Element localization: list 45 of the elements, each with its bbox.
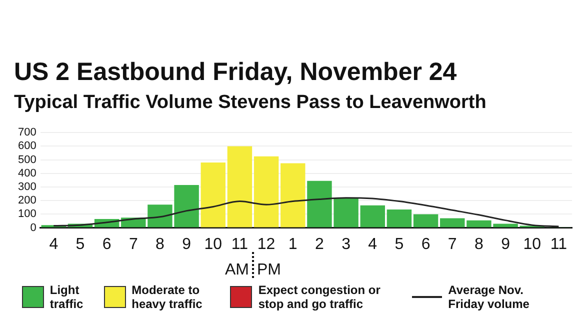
bar	[360, 205, 385, 228]
text: AM	[225, 261, 250, 278]
y-tick-label: 400	[18, 167, 36, 180]
x-tick-label: 1	[288, 236, 298, 253]
x-tick-label: 6	[421, 236, 430, 253]
y-tick-label: 500	[18, 154, 36, 166]
bar	[227, 146, 252, 228]
x-tick-label: 9	[182, 236, 192, 253]
y-tick-label: 300	[18, 181, 36, 194]
bar	[280, 163, 306, 228]
y-tick-label: 200	[18, 194, 36, 207]
x-tick-label: 11	[550, 236, 568, 253]
x-tick-label: 8	[474, 236, 484, 253]
x-tick-label: 5	[76, 236, 85, 253]
x-tick-label: 9	[501, 236, 510, 253]
x-tick-label: 7	[128, 236, 138, 253]
y-tick-label: 0	[30, 222, 36, 234]
x-tick-label: 7	[448, 236, 457, 253]
x-tick-label: 6	[102, 236, 112, 253]
y-tick-label: 100	[18, 208, 36, 220]
x-tick-label: 4	[368, 236, 378, 253]
bar	[440, 218, 465, 228]
bar	[386, 209, 412, 228]
legend-label: Moderate to heavy traffic	[132, 283, 204, 311]
x-tick-label: 4	[49, 236, 58, 253]
legend-label: Average Nov. Friday volume	[448, 283, 530, 311]
bar	[254, 156, 279, 228]
x-tick-label: 3	[342, 236, 351, 253]
chart-title: US 2 Eastbound Friday, November 24	[14, 58, 457, 87]
x-tick-label: 12	[257, 236, 276, 253]
x-tick-label: 5	[394, 236, 404, 253]
x-tick-label: 2	[315, 236, 324, 253]
chart-subtitle: Typical Traffic Volume Stevens Pass to Leavenworth	[14, 92, 486, 114]
bar	[200, 162, 226, 228]
x-tick-label: 11	[231, 236, 248, 253]
text: PM	[257, 261, 282, 278]
legend-label: Expect congestion or stop and go traffic	[258, 283, 382, 311]
x-tick-label: 10	[523, 236, 542, 253]
x-tick-label: 8	[156, 236, 165, 253]
bar	[413, 214, 438, 228]
line-series	[52, 197, 560, 228]
y-tick-label: 700	[18, 126, 36, 139]
x-tick-label: 10	[204, 236, 222, 253]
legend-label: Light traffic	[50, 283, 84, 311]
y-tick-label: 600	[18, 140, 36, 152]
